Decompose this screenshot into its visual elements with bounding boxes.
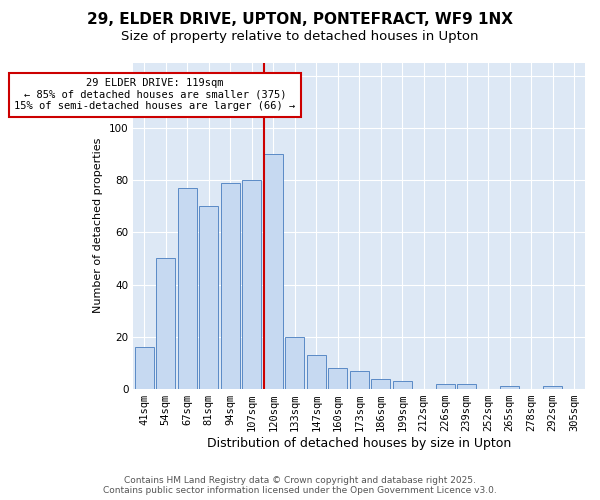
Bar <box>457 384 476 389</box>
X-axis label: Distribution of detached houses by size in Upton: Distribution of detached houses by size … <box>207 437 511 450</box>
Text: 29, ELDER DRIVE, UPTON, PONTEFRACT, WF9 1NX: 29, ELDER DRIVE, UPTON, PONTEFRACT, WF9 … <box>87 12 513 28</box>
Bar <box>178 188 197 389</box>
Y-axis label: Number of detached properties: Number of detached properties <box>94 138 103 314</box>
Bar <box>436 384 455 389</box>
Bar <box>156 258 175 389</box>
Bar <box>392 381 412 389</box>
Bar <box>134 348 154 389</box>
Bar <box>199 206 218 389</box>
Bar <box>371 378 391 389</box>
Bar <box>221 182 240 389</box>
Bar <box>328 368 347 389</box>
Bar <box>500 386 520 389</box>
Bar <box>350 371 369 389</box>
Bar <box>285 337 304 389</box>
Bar <box>242 180 262 389</box>
Bar <box>307 355 326 389</box>
Text: 29 ELDER DRIVE: 119sqm
← 85% of detached houses are smaller (375)
15% of semi-de: 29 ELDER DRIVE: 119sqm ← 85% of detached… <box>14 78 296 112</box>
Bar <box>263 154 283 389</box>
Text: Size of property relative to detached houses in Upton: Size of property relative to detached ho… <box>121 30 479 43</box>
Bar <box>543 386 562 389</box>
Text: Contains HM Land Registry data © Crown copyright and database right 2025.
Contai: Contains HM Land Registry data © Crown c… <box>103 476 497 495</box>
